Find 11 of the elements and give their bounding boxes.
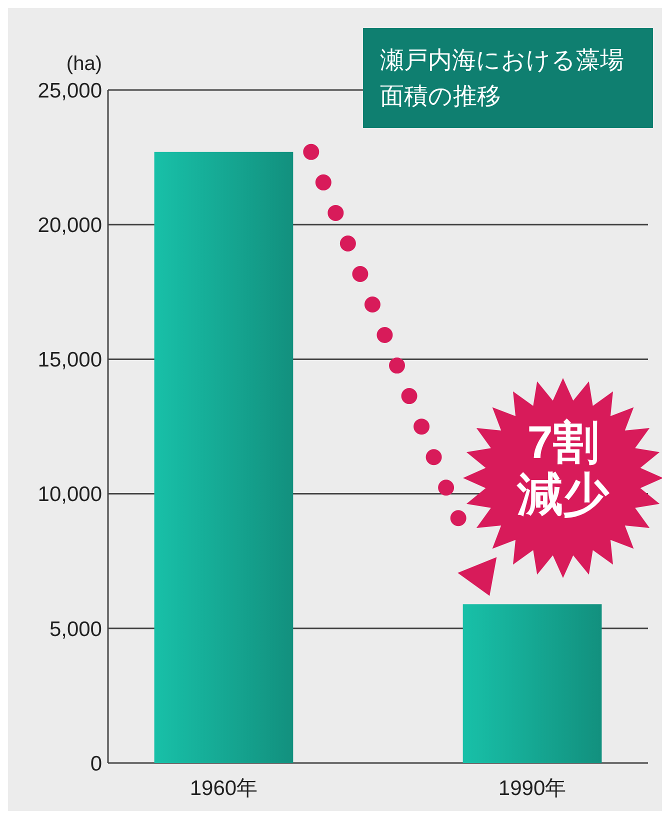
annotation: 7割減少 [516, 416, 610, 520]
y-tick-label: 5,000 [49, 618, 102, 641]
y-axis-title: (ha) [66, 53, 102, 75]
y-tick-label: 15,000 [38, 348, 102, 372]
y-tick-label: 10,000 [38, 483, 102, 506]
x-tick-label: 1990年 [498, 777, 566, 800]
chart-title: 瀬戸内海における藻場面積の推移 [380, 47, 624, 110]
y-tick-label: 0 [90, 752, 102, 776]
y-tick-label: 20,000 [38, 214, 102, 237]
x-tick-label: 1960年 [190, 777, 258, 800]
y-tick-label: 25,000 [38, 79, 102, 102]
